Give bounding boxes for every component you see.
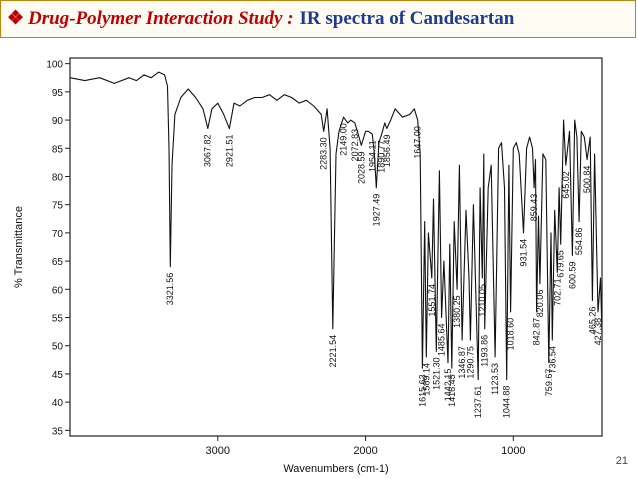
y-tick-label: 80 (52, 172, 64, 183)
peak-label: 1044.88 (502, 386, 512, 419)
peak-label: 554.86 (574, 228, 584, 256)
peak-label: 2028.59 (356, 151, 366, 184)
y-tick-label: 55 (52, 314, 64, 325)
title-bar: ❖ Drug-Polymer Interaction Study : IR spec… (0, 0, 636, 38)
peak-label: 1237.61 (473, 386, 483, 419)
diamond-bullet-icon: ❖ (7, 8, 25, 29)
peak-label: 1521.30 (431, 357, 441, 390)
peak-label: 820.06 (535, 290, 545, 318)
x-axis-label: Wavenumbers (cm-1) (283, 463, 388, 475)
y-tick-label: 45 (52, 370, 64, 381)
y-tick-label: 85 (52, 144, 64, 155)
peak-label: 1193.86 (480, 335, 490, 367)
peak-label: 1290.75 (465, 346, 475, 379)
x-tick-label: 3000 (206, 445, 230, 457)
peak-label: 759.67 (544, 369, 554, 397)
peak-label: 842.87 (532, 318, 542, 346)
peak-label: 1416.45 (447, 374, 457, 407)
y-tick-label: 65 (52, 257, 64, 268)
title-lead: Drug-Polymer Interaction Study : (28, 8, 294, 29)
peak-label: 1442.15 (443, 369, 453, 402)
peak-label: 1856.49 (382, 135, 392, 168)
x-tick-label: 2000 (353, 445, 377, 457)
peak-label: 1890.77 (377, 140, 387, 173)
ir-spectrum-chart: 35 40 45 50 55 60 65 70 75 80 85 90 95 100 3000 2000 100… (13, 57, 603, 475)
spectrum-line (69, 71, 603, 381)
y-tick-label: 70 (52, 229, 64, 240)
peak-label: 1210.05 (477, 284, 487, 317)
peak-label: 1346.87 (457, 346, 467, 379)
y-tick-label: 75 (52, 201, 64, 212)
peak-label: 427.38 (593, 318, 603, 346)
y-tick-label: 90 (52, 116, 64, 127)
slide-number: 21 (615, 455, 628, 467)
y-tick-label: 100 (46, 60, 63, 71)
title-rest: IR spectra of Candesartan (299, 8, 515, 29)
peak-label: 2921.51 (224, 135, 234, 168)
peak-label: 702.71 (552, 278, 562, 306)
peak-label: 931.54 (518, 239, 528, 267)
y-tick-label: 50 (52, 342, 64, 353)
peak-label: 500.84 (582, 166, 592, 194)
y-tick-label: 95 (52, 88, 64, 99)
peak-label: 3321.56 (165, 273, 175, 306)
peak-label: 2283.30 (319, 137, 329, 170)
plot-frame (69, 57, 603, 437)
peak-label: 465.26 (587, 307, 597, 335)
peak-label: 859.43 (529, 194, 539, 222)
peak-label: 1647.00 (413, 126, 423, 159)
peak-label: 1018.60 (506, 318, 516, 351)
peak-label: 2072.83 (350, 129, 360, 162)
y-axis-label: % Transmittance (13, 206, 25, 288)
peak-label: 1615.63 (417, 374, 427, 407)
y-tick-label: 40 (52, 398, 64, 409)
peak-label: 1954.11 (367, 140, 377, 172)
peak-label: 645.02 (561, 171, 571, 199)
y-tick-label: 60 (52, 285, 64, 296)
peak-label: 2149.00 (339, 123, 349, 156)
peak-label: 1123.53 (490, 363, 500, 395)
peak-label: 3067.82 (203, 135, 213, 168)
page-title: ❖ Drug-Polymer Interaction Study : IR spec… (7, 7, 514, 30)
peak-label: 1589.14 (421, 363, 431, 396)
peak-label: 1551.74 (427, 284, 437, 317)
y-tick-label: 35 (52, 426, 64, 437)
peak-label: 679.65 (556, 250, 566, 278)
peak-label: 1380.25 (452, 295, 462, 328)
peak-label: 1927.49 (371, 194, 381, 227)
peak-label: 600.59 (567, 261, 577, 289)
peak-label: 1485.64 (437, 324, 447, 357)
x-tick-label: 1000 (501, 445, 525, 457)
peak-label: 2221.54 (328, 335, 338, 368)
peak-label: 736.54 (547, 346, 557, 374)
